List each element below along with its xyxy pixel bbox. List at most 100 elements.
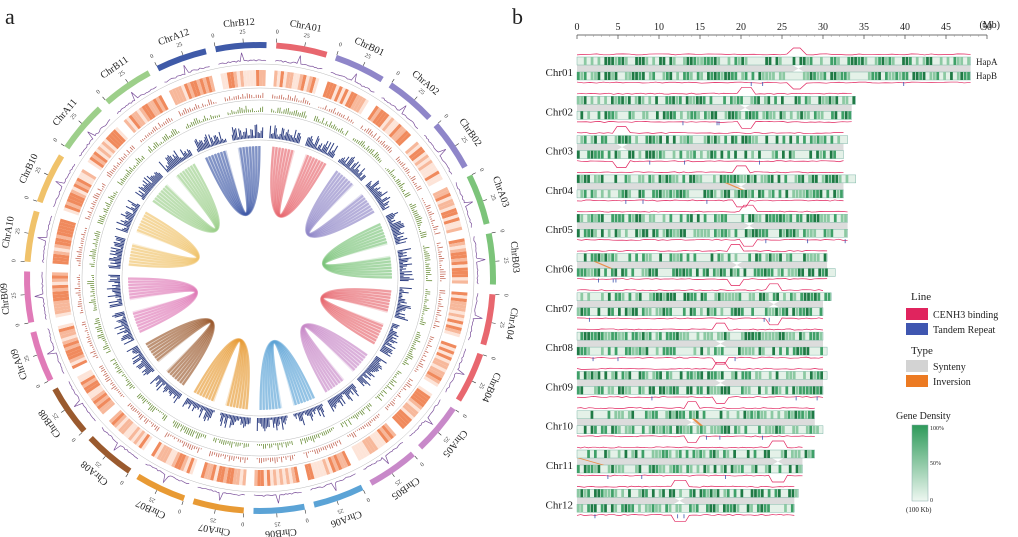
histogram-bar — [130, 406, 135, 410]
heatmap-cell — [81, 377, 98, 389]
gene-density-cell — [731, 135, 734, 144]
histogram-bar — [99, 218, 105, 221]
gene-density-cell — [662, 72, 666, 80]
histogram-bar — [356, 429, 358, 431]
gene-density-cell — [699, 489, 703, 498]
gene-density-cell — [689, 72, 693, 80]
purple-line-track — [473, 236, 486, 285]
gene-density-cell — [758, 386, 761, 395]
histogram-bar — [419, 360, 422, 363]
histogram-bar — [352, 121, 354, 124]
histogram-bar — [202, 118, 205, 122]
histogram-bar — [152, 175, 160, 182]
gene-density-cell — [652, 135, 656, 144]
histogram-bar — [308, 102, 311, 105]
histogram-bar — [167, 162, 173, 170]
gene-density-cell — [788, 150, 792, 159]
histogram-bar — [141, 158, 144, 161]
tick-label: 0 — [502, 293, 508, 296]
gene-density-cell — [638, 347, 642, 356]
histogram-bar — [326, 142, 335, 156]
purple-line-track — [455, 182, 473, 228]
histogram-bar — [84, 227, 87, 230]
gene-density-cell — [794, 96, 798, 105]
histogram-bar — [80, 240, 84, 242]
histogram-bar — [276, 134, 278, 140]
histogram-bar — [155, 377, 163, 385]
gene-density-cell — [600, 489, 604, 498]
tick-label: 0 — [12, 259, 18, 262]
gene-density-cell — [741, 72, 745, 80]
histogram-bar — [416, 219, 422, 223]
gene-density-cell — [675, 268, 679, 277]
gene-density-cell — [767, 174, 771, 183]
heatmap-cell — [359, 440, 371, 457]
heatmap-cell — [110, 131, 124, 145]
histogram-bar — [359, 410, 363, 416]
heatmap-cell — [367, 105, 380, 121]
gene-density-cell — [641, 268, 645, 277]
heatmap-cell — [61, 334, 78, 342]
histogram-bar — [377, 158, 381, 162]
histogram-bar — [165, 165, 171, 171]
gene-density-cell — [720, 307, 724, 316]
gene-density-cell — [748, 135, 752, 144]
gene-density-cell — [820, 72, 823, 80]
gene-density-cell — [724, 292, 728, 301]
gene-density-cell — [720, 72, 724, 80]
gene-density-cell — [902, 72, 905, 80]
histogram-bar — [135, 158, 141, 164]
histogram-bar — [187, 443, 190, 448]
histogram-bar — [81, 233, 86, 236]
histogram-bar — [194, 104, 198, 110]
histogram-bar — [373, 191, 381, 197]
gene-density-cell — [797, 450, 801, 458]
histogram-bar — [388, 332, 399, 338]
histogram-bar — [114, 387, 118, 390]
histogram-bar — [102, 344, 109, 348]
gene-density-cell — [820, 347, 823, 356]
gene-density-cell — [709, 489, 713, 498]
gene-density-cell — [728, 111, 731, 120]
heatmap-cell — [423, 376, 439, 387]
heatmap-cell — [123, 118, 137, 134]
histogram-bar — [111, 385, 117, 390]
histogram-bar — [359, 140, 363, 146]
gene-density-cell — [757, 410, 760, 419]
gene-density-cell — [604, 253, 608, 262]
gene-density-cell — [915, 72, 919, 80]
histogram-bar — [146, 368, 154, 375]
gene-density-cell — [967, 57, 970, 65]
histogram-bar — [397, 301, 407, 304]
gene-density-cell — [874, 57, 878, 65]
heatmap-cell — [390, 125, 405, 140]
histogram-bar — [218, 114, 220, 118]
histogram-bar — [167, 433, 170, 437]
x-axis-unit: (Mb) — [979, 20, 1000, 31]
gene-density-cell — [734, 72, 738, 80]
gene-density-cell — [778, 57, 782, 65]
histogram-bar — [380, 200, 390, 207]
gene-density-cell — [635, 57, 638, 65]
cenh3-line — [576, 160, 844, 168]
chromosome-label: ChrB05 — [389, 475, 421, 502]
gene-density-cell — [648, 425, 652, 434]
histogram-bar — [325, 152, 328, 155]
heatmap-cell — [404, 402, 419, 416]
gene-density-cell — [755, 214, 758, 223]
gene-density-cell — [754, 332, 758, 341]
gene-density-cell — [721, 292, 725, 301]
heatmap-cell — [266, 469, 271, 486]
histogram-bar — [399, 287, 412, 290]
gene-density-cell — [665, 386, 669, 395]
gene-density-cell — [801, 410, 804, 419]
histogram-bar — [418, 226, 420, 229]
gene-density-cell — [816, 371, 820, 380]
histogram-bar — [349, 417, 351, 420]
gene-density-cell — [689, 150, 693, 159]
chromosome-band — [88, 436, 132, 474]
gene-density-cell — [597, 332, 601, 341]
histogram-bar — [145, 364, 151, 369]
synteny-ribbon-fill — [321, 288, 392, 345]
histogram-bar — [125, 174, 129, 178]
